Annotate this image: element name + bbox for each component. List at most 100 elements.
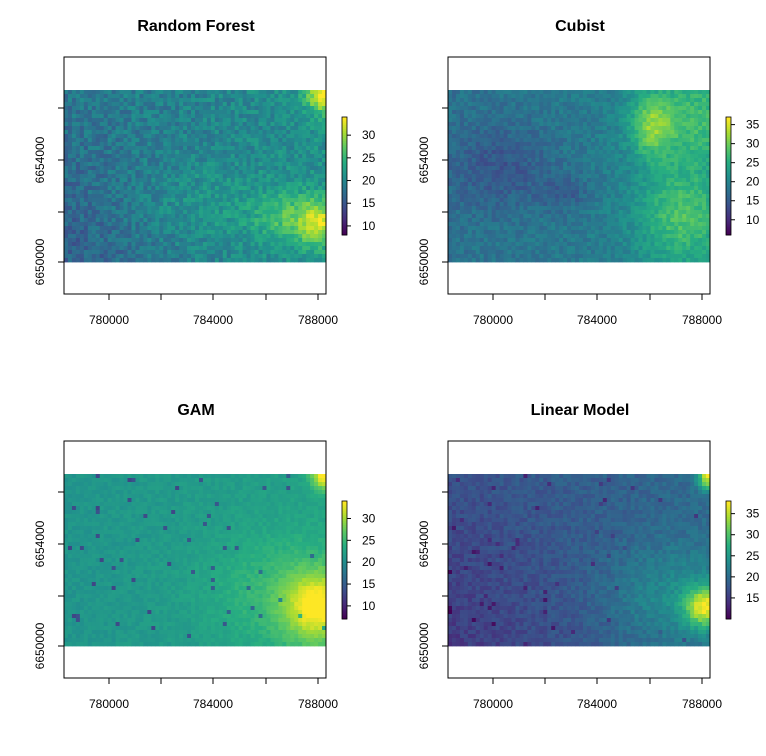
raster-cell <box>631 202 635 206</box>
raster-cell <box>255 122 259 126</box>
raster-cell <box>76 122 80 126</box>
raster-cell <box>555 114 559 118</box>
raster-cell <box>500 110 504 114</box>
raster-cell <box>124 98 128 102</box>
raster-cell <box>670 202 674 206</box>
raster-cell <box>108 142 112 146</box>
raster-cell <box>124 234 128 238</box>
raster-cell <box>290 230 294 234</box>
raster-cell <box>239 170 243 174</box>
raster-cell <box>539 206 543 210</box>
raster-cell <box>682 170 686 174</box>
raster-cell <box>643 194 647 198</box>
raster-cell <box>611 94 615 98</box>
raster-cell <box>686 170 690 174</box>
raster-cell <box>579 90 583 94</box>
raster-cell <box>282 106 286 110</box>
raster-cell <box>694 154 698 158</box>
raster-cell <box>231 202 235 206</box>
raster-cell <box>211 138 215 142</box>
raster-cell <box>227 214 231 218</box>
raster-cell <box>247 166 251 170</box>
raster-cell <box>135 138 139 142</box>
raster-cell <box>448 162 452 166</box>
raster-cell <box>627 98 631 102</box>
raster-cell <box>567 186 571 190</box>
raster-cell <box>595 210 599 214</box>
raster-cell <box>456 150 460 154</box>
raster-cell <box>116 146 120 150</box>
raster-cell <box>639 170 643 174</box>
raster-cell <box>658 142 662 146</box>
raster-cell <box>523 150 527 154</box>
raster-cell <box>68 134 72 138</box>
raster-cell <box>155 194 159 198</box>
raster-cell <box>476 170 480 174</box>
raster-cell <box>183 190 187 194</box>
raster-cell <box>231 206 235 210</box>
raster-cell <box>591 130 595 134</box>
raster-cell <box>175 106 179 110</box>
raster-cell <box>484 190 488 194</box>
raster-cell <box>302 234 306 238</box>
raster-cell <box>92 142 96 146</box>
raster-cell <box>519 122 523 126</box>
raster-cell <box>496 178 500 182</box>
raster-cell <box>547 174 551 178</box>
raster-cell <box>135 162 139 166</box>
raster-cell <box>646 178 650 182</box>
raster-cell <box>306 234 310 238</box>
raster-cell <box>310 222 314 226</box>
raster-cell <box>314 102 318 106</box>
raster-cell <box>76 118 80 122</box>
raster-cell <box>611 178 615 182</box>
raster-cell <box>306 150 310 154</box>
raster-cell <box>92 190 96 194</box>
raster-cell <box>266 114 270 118</box>
raster-cell <box>690 102 694 106</box>
raster-cell <box>698 90 702 94</box>
raster-cell <box>666 142 670 146</box>
raster-cell <box>266 162 270 166</box>
raster-cell <box>559 166 563 170</box>
raster-cell <box>191 190 195 194</box>
raster-cell <box>274 142 278 146</box>
raster-cell <box>88 98 92 102</box>
raster-cell <box>539 98 543 102</box>
raster-cell <box>203 218 207 222</box>
raster-cell <box>555 178 559 182</box>
raster-cell <box>615 174 619 178</box>
raster-cell <box>559 114 563 118</box>
raster-cell <box>251 162 255 166</box>
raster-cell <box>235 202 239 206</box>
raster-cell <box>492 166 496 170</box>
raster-cell <box>175 166 179 170</box>
raster-cell <box>635 174 639 178</box>
raster-cell <box>88 206 92 210</box>
raster-cell <box>223 210 227 214</box>
raster-cell <box>274 94 278 98</box>
x-tick-label: 788000 <box>298 313 338 327</box>
raster-cell <box>262 110 266 114</box>
raster-cell <box>294 202 298 206</box>
raster-cell <box>460 114 464 118</box>
raster-cell <box>452 122 456 126</box>
raster-cell <box>686 190 690 194</box>
raster-cell <box>255 186 259 190</box>
raster-cell <box>571 114 575 118</box>
raster-cell <box>251 166 255 170</box>
raster-cell <box>611 174 615 178</box>
raster-cell <box>274 150 278 154</box>
raster-cell <box>124 106 128 110</box>
raster-cell <box>615 98 619 102</box>
raster-cell <box>171 234 175 238</box>
raster-cell <box>243 206 247 210</box>
raster-cell <box>231 214 235 218</box>
raster-cell <box>84 190 88 194</box>
raster-cell <box>294 258 298 262</box>
raster-cell <box>639 154 643 158</box>
raster-cell <box>120 182 124 186</box>
y-tick-label: 6650000 <box>33 238 47 285</box>
raster-cell <box>662 98 666 102</box>
raster-cell <box>310 158 314 162</box>
